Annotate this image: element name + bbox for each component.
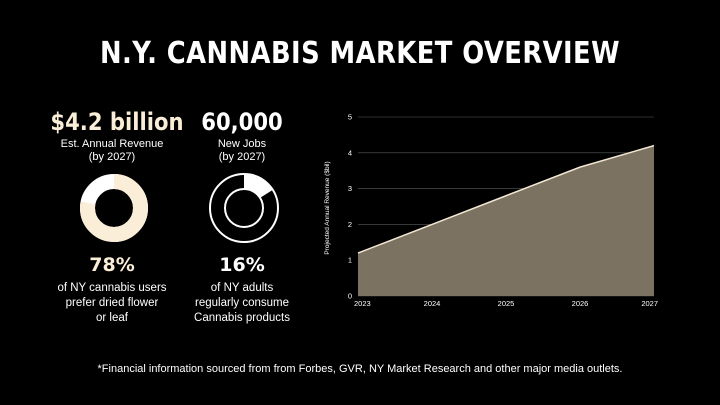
y-tick-labels: 0 1 2 3 4 5 — [348, 113, 352, 301]
jobs-label-line1: New Jobs — [217, 138, 267, 150]
revenue-value: $4.2 billion — [50, 108, 184, 136]
x-tick-label: 2023 — [354, 299, 371, 308]
jobs-label-line2: (by 2027) — [218, 151, 266, 163]
revenue-label: Est. Annual Revenue (by 2027) — [42, 138, 182, 164]
revenue-area-chart: 0 1 2 3 4 5 2023 2024 2025 2026 2027 Projected An… — [324, 113, 658, 309]
x-tick-labels: 2023 2024 2025 2026 2027 — [354, 299, 658, 308]
x-tick-label: 2024 — [424, 299, 441, 308]
adult-percent: 16% — [219, 254, 265, 276]
y-tick-label: 3 — [348, 184, 352, 193]
flower-description: of NY cannabis users prefer dried flower… — [37, 281, 187, 326]
flower-desc-line2: prefer dried flower — [65, 297, 159, 309]
jobs-label: New Jobs (by 2027) — [172, 138, 312, 164]
page-title: N.Y. CANNABIS MARKET OVERVIEW — [99, 36, 621, 71]
y-tick-label: 5 — [348, 113, 352, 122]
y-tick-label: 2 — [348, 220, 352, 229]
adult-consumption-donut — [209, 173, 279, 243]
y-tick-label: 0 — [348, 292, 352, 301]
area-line — [357, 144, 655, 254]
footnote: *Financial information sourced from from… — [97, 363, 623, 375]
x-tick-label: 2026 — [572, 299, 589, 308]
flower-preference-donut — [80, 174, 148, 242]
flower-desc-line3: or leaf — [96, 312, 128, 324]
adult-desc-line2: regularly consume — [195, 297, 289, 309]
y-tick-label: 4 — [348, 148, 352, 157]
revenue-label-line2: (by 2027) — [88, 151, 136, 163]
revenue-stat: $4.2 billion Est. Annual Revenue (by 202… — [42, 108, 184, 164]
x-tick-label: 2027 — [641, 299, 658, 308]
y-tick-label: 1 — [348, 256, 352, 265]
area-fill — [358, 145, 654, 296]
x-tick-label: 2025 — [498, 299, 515, 308]
adult-desc-line1: of NY adults — [210, 282, 274, 294]
jobs-value: 60,000 — [201, 108, 283, 136]
flower-percent: 78% — [89, 254, 135, 276]
donut-ring-inner — [224, 188, 264, 228]
revenue-label-line1: Est. Annual Revenue — [60, 138, 164, 150]
donut-ring-outer — [209, 173, 279, 243]
y-axis-label: Projected Annual Revenue ($bil) — [324, 161, 331, 254]
donut-fill-arc — [80, 174, 148, 242]
donut-fill-arc — [210, 174, 278, 242]
adult-desc-line3: Cannabis products — [194, 312, 290, 324]
flower-desc-line1: of NY cannabis users — [57, 282, 167, 294]
adult-description: of NY adults regularly consume Cannabis … — [167, 281, 317, 326]
jobs-stat: 60,000 New Jobs (by 2027) — [172, 108, 312, 164]
